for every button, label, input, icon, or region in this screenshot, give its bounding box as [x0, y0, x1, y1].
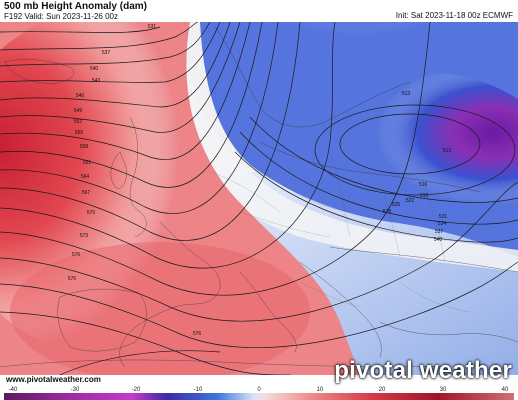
- contour-label: 537: [102, 50, 111, 56]
- contour-label: 537: [435, 229, 444, 235]
- contour-label: 540: [434, 237, 443, 243]
- contour-label: 570: [87, 210, 96, 216]
- coastlines: [0, 26, 518, 368]
- contour-label: 516: [419, 182, 428, 188]
- contour-label: 561: [83, 160, 92, 166]
- contour-label: 543: [92, 78, 101, 84]
- contour-label: 549: [74, 108, 83, 114]
- contour-label: 528: [383, 209, 392, 215]
- contour-label: 531: [148, 24, 157, 30]
- contour-label: 555: [75, 130, 84, 136]
- colorbar-tick: -20: [132, 387, 141, 393]
- contour-label: 576: [72, 252, 81, 258]
- contour-label: 564: [81, 174, 90, 180]
- trough-core: [290, 72, 518, 232]
- chart-header: 500 mb Height Anomaly (dam) F192 Valid: …: [0, 0, 518, 22]
- contour-label: 540: [90, 66, 99, 72]
- valid-time: F192 Valid: Sun 2023-11-26 00z: [4, 12, 119, 21]
- contour-label: 522: [406, 198, 415, 204]
- contour-label: 519: [420, 193, 429, 199]
- contour-label: 531: [439, 214, 448, 220]
- colorbar: -40 -30 -20 -10 0 10 20 30 40: [4, 387, 514, 400]
- init-time: Init: Sat 2023-11-18 00z ECMWF: [395, 11, 513, 20]
- anomaly-map: 531 537 540 543 546 549 552 555 558 561 …: [0, 22, 518, 375]
- colorbar-tick: 10: [317, 387, 324, 393]
- colorbar-gradient: [4, 393, 514, 400]
- contour-label: 534: [438, 221, 447, 227]
- colorbar-tick: 40: [502, 387, 509, 393]
- colorbar-tick: 30: [440, 387, 447, 393]
- ridge-iberia: [10, 242, 310, 375]
- contour-label: 546: [76, 93, 85, 99]
- contour-label: 558: [80, 144, 89, 150]
- map-title: 500 mb Height Anomaly (dam): [4, 1, 147, 12]
- colorbar-tick: 20: [379, 387, 386, 393]
- contour-label: 573: [80, 233, 89, 239]
- contour-label: 576: [68, 276, 77, 282]
- contour-labels: 531 537 540 543 546 549 552 555 558 561 …: [68, 24, 452, 337]
- colorbar-tick: -30: [71, 387, 80, 393]
- colorbar-tick: -40: [9, 387, 18, 393]
- colorbar-ticks: -40 -30 -20 -10 0 10 20 30 40: [9, 387, 509, 393]
- colorbar-tick: -10: [194, 387, 203, 393]
- neutral-band: [162, 22, 518, 272]
- height-contours: [0, 22, 518, 375]
- contour-label: 567: [82, 190, 91, 196]
- contour-label: 513: [443, 148, 452, 154]
- website-label: www.pivotalweather.com: [6, 375, 101, 384]
- contour-label: 513: [402, 91, 411, 97]
- colorbar-tick: 0: [257, 387, 261, 393]
- brand-logo: pivotal weather: [334, 357, 512, 384]
- contour-label: 576: [193, 331, 202, 337]
- contour-label: 525: [392, 202, 401, 208]
- contour-label: 552: [74, 119, 83, 125]
